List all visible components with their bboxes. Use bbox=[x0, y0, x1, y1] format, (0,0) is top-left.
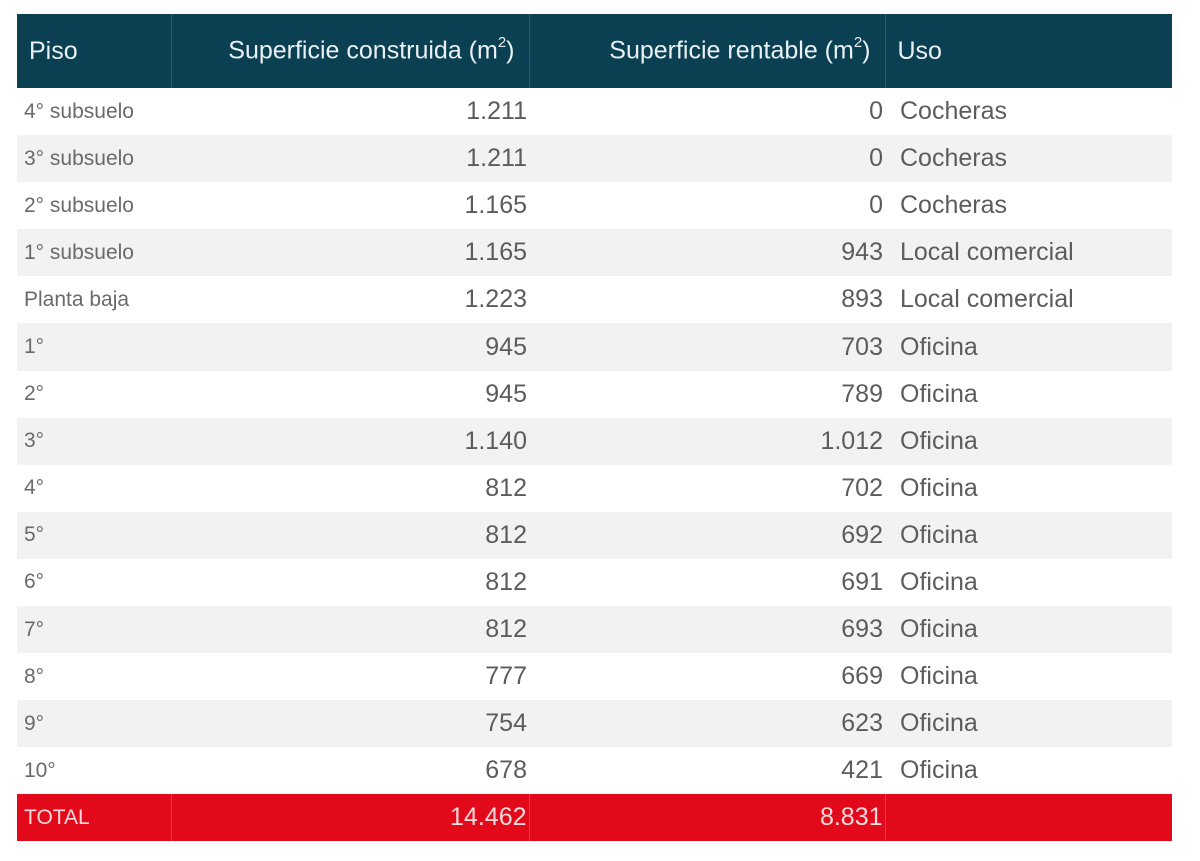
cell-uso: Oficina bbox=[900, 615, 978, 644]
cell-rentable: 691 bbox=[841, 567, 883, 596]
cell-construida: 945 bbox=[485, 379, 527, 408]
cell-uso: Local comercial bbox=[900, 285, 1074, 314]
cell-construida: 812 bbox=[485, 615, 527, 644]
cell-piso: Planta baja bbox=[24, 287, 130, 311]
total-uso bbox=[885, 794, 1172, 841]
table-row: 1° 945 703 Oficina bbox=[17, 323, 1172, 371]
cell-piso: 1° bbox=[24, 335, 45, 359]
cell-piso: 3° subsuelo bbox=[24, 146, 134, 170]
header-rentable-label: Superficie rentable (m bbox=[609, 36, 854, 65]
cell-rentable: 669 bbox=[841, 662, 883, 691]
cell-uso: Oficina bbox=[900, 520, 978, 549]
header-construida-superscript: 2 bbox=[497, 34, 507, 52]
cell-piso: 3° bbox=[24, 429, 45, 453]
table-body: 4° subsuelo 1.211 0 Cocheras 3° subsuelo… bbox=[17, 88, 1172, 795]
header-rentable-close: ) bbox=[862, 36, 871, 65]
cell-rentable: 702 bbox=[841, 473, 883, 502]
table-row: 7° 812 693 Oficina bbox=[17, 606, 1172, 654]
cell-uso: Oficina bbox=[900, 332, 978, 361]
cell-rentable: 1.012 bbox=[820, 426, 883, 455]
header-rentable-superscript: 2 bbox=[853, 34, 863, 52]
cell-construida: 1.165 bbox=[464, 191, 527, 220]
table-row: 8° 777 669 Oficina bbox=[17, 653, 1172, 701]
cell-piso: 4° bbox=[24, 476, 45, 500]
cell-uso: Cocheras bbox=[900, 144, 1007, 173]
table-row: 3° subsuelo 1.211 0 Cocheras bbox=[17, 135, 1172, 183]
cell-piso: 5° bbox=[24, 523, 45, 547]
header-superficie-rentable: Superficie rentable (m2) bbox=[529, 14, 886, 88]
header-uso: Uso bbox=[885, 14, 1172, 88]
cell-construida: 1.211 bbox=[466, 144, 527, 173]
cell-rentable: 0 bbox=[869, 191, 883, 220]
total-row: TOTAL 14.462 8.831 bbox=[17, 794, 1172, 842]
header-uso-label: Uso bbox=[897, 36, 942, 65]
cell-uso: Local comercial bbox=[900, 238, 1074, 267]
cell-construida: 1.165 bbox=[464, 238, 527, 267]
cell-uso: Cocheras bbox=[900, 191, 1007, 220]
header-piso: Piso bbox=[17, 14, 172, 88]
table-row: 2° 945 789 Oficina bbox=[17, 370, 1172, 418]
floor-area-table: Piso Superficie construida (m2) Superfic… bbox=[17, 14, 1172, 842]
cell-construida: 777 bbox=[485, 662, 527, 691]
cell-rentable: 693 bbox=[841, 615, 883, 644]
cell-uso: Oficina bbox=[900, 662, 978, 691]
header-piso-label: Piso bbox=[29, 36, 78, 65]
cell-rentable: 789 bbox=[841, 379, 883, 408]
table-row: 3° 1.140 1.012 Oficina bbox=[17, 417, 1172, 465]
cell-uso: Oficina bbox=[900, 567, 978, 596]
header-construida-label: Superficie construida (m bbox=[228, 36, 498, 65]
total-label: TOTAL bbox=[17, 794, 172, 842]
cell-uso: Oficina bbox=[900, 379, 978, 408]
cell-piso: 7° bbox=[24, 617, 45, 641]
table-row: 10° 678 421 Oficina bbox=[17, 747, 1172, 795]
header-construida-close: ) bbox=[506, 36, 515, 65]
table-row: 1° subsuelo 1.165 943 Local comercial bbox=[17, 229, 1172, 277]
table-row: 4° subsuelo 1.211 0 Cocheras bbox=[17, 88, 1172, 136]
cell-construida: 812 bbox=[485, 520, 527, 549]
cell-uso: Oficina bbox=[900, 426, 978, 455]
cell-uso: Oficina bbox=[900, 473, 978, 502]
cell-piso: 1° subsuelo bbox=[24, 240, 134, 264]
header-row: Piso Superficie construida (m2) Superfic… bbox=[17, 14, 1172, 88]
table-header: Piso Superficie construida (m2) Superfic… bbox=[17, 14, 1172, 88]
cell-construida: 812 bbox=[485, 473, 527, 502]
cell-rentable: 943 bbox=[841, 238, 883, 267]
cell-construida: 754 bbox=[485, 709, 527, 738]
cell-piso: 9° bbox=[24, 711, 45, 735]
table-row: 5° 812 692 Oficina bbox=[17, 511, 1172, 559]
cell-uso: Cocheras bbox=[900, 97, 1007, 126]
table-row: Planta baja 1.223 893 Local comercial bbox=[17, 276, 1172, 324]
cell-construida: 678 bbox=[485, 756, 527, 785]
floor-area-table-container: Piso Superficie construida (m2) Superfic… bbox=[17, 14, 1172, 842]
cell-rentable: 0 bbox=[869, 97, 883, 126]
cell-piso: 10° bbox=[24, 758, 56, 782]
table-footer: TOTAL 14.462 8.831 bbox=[17, 794, 1172, 842]
cell-piso: 4° subsuelo bbox=[24, 99, 134, 123]
table-row: 9° 754 623 Oficina bbox=[17, 700, 1172, 748]
table-row: 6° 812 691 Oficina bbox=[17, 558, 1172, 607]
cell-rentable: 623 bbox=[841, 709, 883, 738]
cell-piso: 2° subsuelo bbox=[24, 193, 134, 217]
cell-rentable: 692 bbox=[841, 520, 883, 549]
table-row: 2° subsuelo 1.165 0 Cocheras bbox=[17, 182, 1172, 230]
cell-rentable: 893 bbox=[841, 285, 883, 314]
cell-construida: 1.140 bbox=[464, 426, 527, 455]
cell-rentable: 0 bbox=[869, 144, 883, 173]
total-rentable: 8.831 bbox=[529, 794, 886, 842]
header-superficie-construida: Superficie construida (m2) bbox=[171, 14, 530, 88]
cell-rentable: 421 bbox=[841, 756, 883, 785]
cell-construida: 945 bbox=[485, 332, 527, 361]
table-row: 4° 812 702 Oficina bbox=[17, 464, 1172, 512]
cell-uso: Oficina bbox=[900, 756, 978, 785]
cell-piso: 2° bbox=[24, 382, 45, 406]
cell-construida: 812 bbox=[485, 567, 527, 596]
cell-piso: 8° bbox=[24, 664, 45, 688]
cell-uso: Oficina bbox=[900, 709, 978, 738]
cell-construida: 1.223 bbox=[464, 285, 527, 314]
cell-rentable: 703 bbox=[841, 332, 883, 361]
cell-construida: 1.211 bbox=[466, 97, 527, 126]
total-construida: 14.462 bbox=[171, 794, 530, 842]
cell-piso: 6° bbox=[24, 570, 45, 594]
